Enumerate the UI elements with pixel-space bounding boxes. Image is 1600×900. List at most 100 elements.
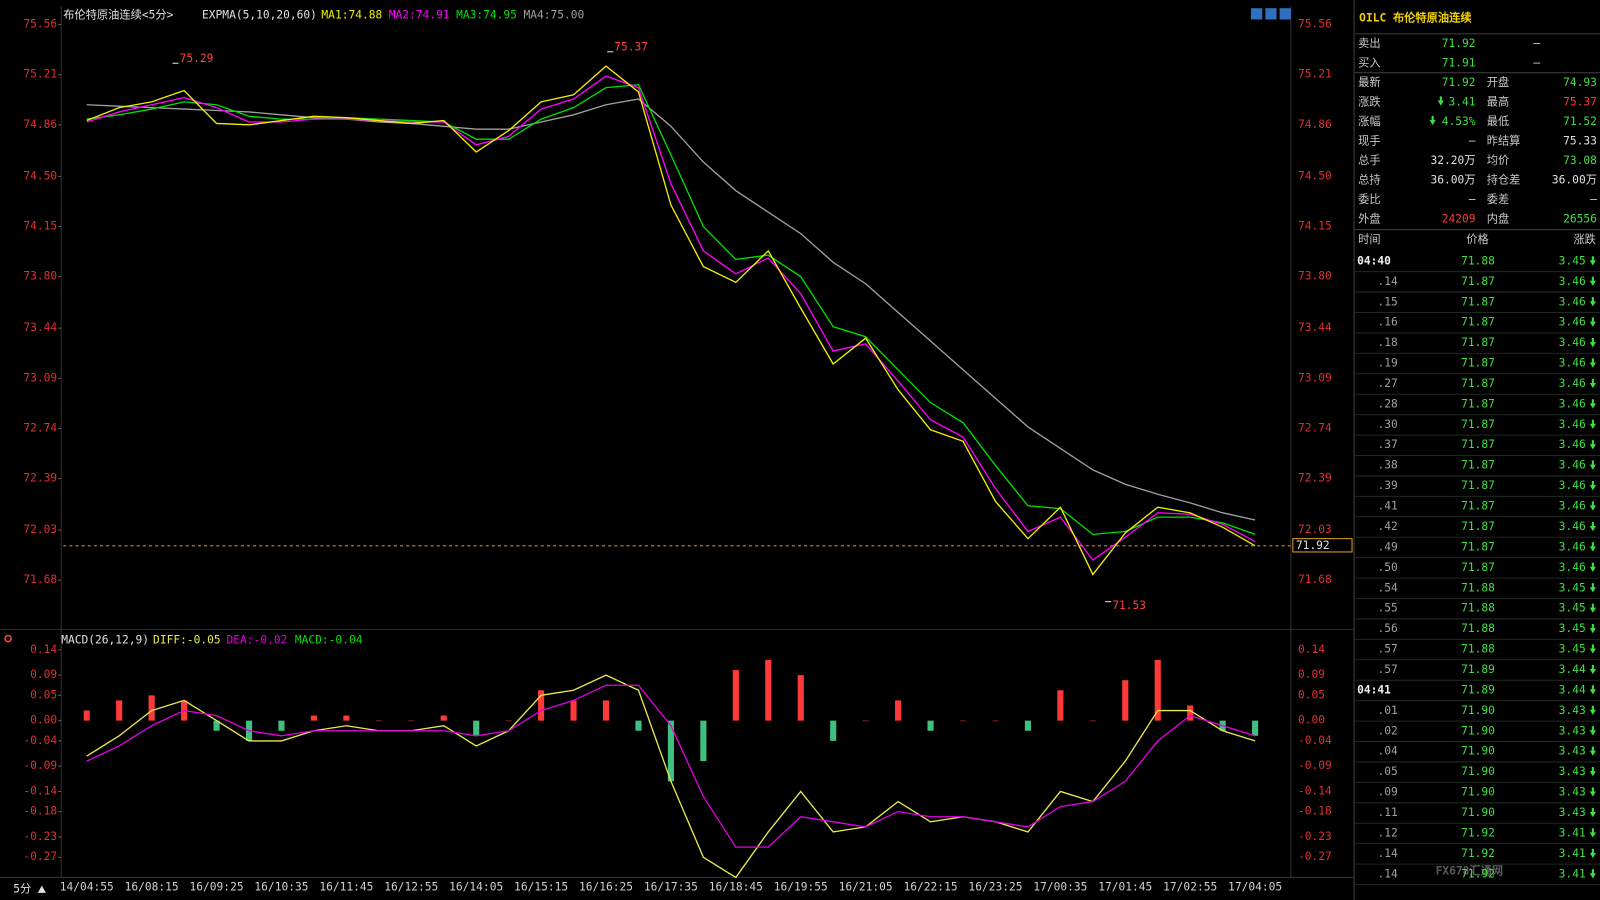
- trade-price: 71.87: [1461, 500, 1495, 513]
- macd-bar: [1089, 720, 1096, 722]
- x-tick-label: 16/12:55: [384, 881, 438, 894]
- trades-header: 价格: [1466, 232, 1488, 246]
- macd-bar: [570, 700, 577, 721]
- down-arrow: [1589, 766, 1596, 777]
- chart-title: MACD(26,12,9): [61, 634, 149, 647]
- y-tick-label: -0.18: [23, 805, 57, 818]
- trade-price: 71.87: [1461, 295, 1495, 308]
- y-tick-label: 74.50: [23, 169, 57, 182]
- trade-time: .12: [1378, 826, 1398, 839]
- y-tick-label: 73.80: [23, 270, 57, 283]
- trade-time: .55: [1378, 602, 1398, 615]
- toolbar-button[interactable]: [1251, 8, 1263, 20]
- trade-time: .16: [1378, 316, 1398, 329]
- x-tick-label: 14/04:55: [60, 881, 114, 894]
- y-tick-label-right: 73.80: [1298, 270, 1332, 283]
- trade-change: 3.44: [1559, 663, 1586, 676]
- trade-price: 71.87: [1461, 520, 1495, 533]
- period-arrow[interactable]: [37, 885, 46, 893]
- y-tick-label: 75.21: [23, 68, 57, 81]
- macd-bar: [895, 700, 902, 721]
- extreme-label: 71.53: [1112, 599, 1146, 612]
- x-tick-label: 17/02:55: [1163, 881, 1217, 894]
- down-arrow: [1589, 562, 1596, 572]
- y-tick-label-right: 73.09: [1298, 371, 1332, 384]
- down-arrow: [1589, 317, 1596, 327]
- y-tick-label: 72.03: [23, 523, 57, 536]
- toolbar-button[interactable]: [1265, 8, 1277, 20]
- trade-price: 71.87: [1461, 540, 1495, 553]
- trade-change: 3.43: [1559, 765, 1586, 778]
- macd-bar: [440, 715, 447, 721]
- y-tick-label: 73.44: [23, 321, 57, 334]
- trades-header: 涨跌: [1573, 232, 1595, 246]
- y-tick-label: 71.68: [23, 573, 57, 586]
- quote-value: 4.53%: [1442, 115, 1476, 128]
- down-arrow: [1589, 869, 1596, 879]
- down-arrow: [1589, 480, 1596, 491]
- y-tick-label: -0.09: [23, 759, 57, 772]
- series-line: [86, 75, 1256, 562]
- down-arrow: [1589, 501, 1596, 511]
- down-arrow: [1589, 440, 1596, 450]
- x-tick-label: 16/19:55: [774, 881, 828, 894]
- down-arrow: [1589, 705, 1596, 715]
- trade-time: .19: [1378, 357, 1398, 370]
- y-tick-label-right: 75.21: [1298, 68, 1332, 81]
- trade-time: 04:41: [1357, 683, 1391, 696]
- down-arrow: [1589, 297, 1596, 307]
- series-line: [86, 674, 1256, 879]
- toolbar-button[interactable]: [1279, 8, 1291, 20]
- quote-value: —: [1469, 193, 1476, 206]
- x-tick-label: 16/10:35: [254, 881, 308, 894]
- macd-bar: [602, 700, 610, 721]
- quote-label: 开盘: [1487, 75, 1509, 89]
- legend-entry: MA1:74.88: [321, 8, 382, 21]
- trade-change: 3.45: [1559, 643, 1586, 656]
- indicator-toggle[interactable]: [4, 634, 12, 643]
- x-tick-label: 16/16:25: [579, 881, 633, 894]
- quote-label: 卖出: [1358, 36, 1380, 50]
- trade-time: .14: [1378, 275, 1398, 288]
- x-tick-label: 17/01:45: [1098, 881, 1152, 894]
- y-tick-label-right: -0.14: [1298, 784, 1332, 797]
- trade-change: 3.46: [1559, 357, 1586, 370]
- quote-label: 昨结算: [1487, 133, 1521, 147]
- y-tick-label-right: 74.86: [1298, 118, 1332, 131]
- x-tick-label: 16/15:15: [514, 881, 568, 894]
- macd-bar: [1252, 720, 1259, 736]
- macd-bar: [1154, 659, 1161, 721]
- trades-header: 时间: [1358, 233, 1380, 246]
- macd-bar: [538, 690, 545, 721]
- quote-value: 26556: [1563, 212, 1597, 225]
- quote-label: 内盘: [1487, 211, 1509, 225]
- quote-value: 24209: [1442, 212, 1476, 225]
- down-arrow: [1589, 583, 1596, 593]
- y-tick-label-right: 72.74: [1298, 421, 1332, 434]
- trade-price: 71.87: [1461, 397, 1495, 410]
- macd-bar: [700, 720, 707, 762]
- quote-label: 持仓差: [1487, 172, 1521, 186]
- y-tick-label: -0.14: [23, 784, 57, 797]
- quote-value: 71.52: [1563, 115, 1597, 128]
- quote-label: 委比: [1358, 193, 1380, 206]
- trade-price: 71.87: [1461, 316, 1495, 329]
- trade-price: 71.87: [1461, 275, 1495, 288]
- trade-price: 71.92: [1461, 867, 1495, 880]
- macd-bar: [473, 720, 480, 736]
- y-tick-label: 0.09: [30, 668, 57, 681]
- trade-time: .56: [1378, 622, 1398, 635]
- trade-time: .01: [1378, 704, 1398, 717]
- period-button[interactable]: 5分: [13, 883, 31, 896]
- macd-bar: [992, 720, 999, 722]
- y-tick-label: 75.56: [23, 18, 57, 31]
- y-tick-label-right: 73.44: [1298, 321, 1332, 334]
- trade-time: .42: [1378, 520, 1398, 533]
- macd-bar: [505, 720, 512, 722]
- trade-time: .27: [1378, 377, 1398, 390]
- quote-label: 外盘: [1358, 211, 1380, 225]
- trade-change: 3.45: [1559, 254, 1586, 267]
- x-tick-label: 16/22:15: [904, 881, 958, 894]
- y-tick-label-right: -0.23: [1298, 830, 1332, 843]
- quote-label: 最低: [1487, 115, 1509, 128]
